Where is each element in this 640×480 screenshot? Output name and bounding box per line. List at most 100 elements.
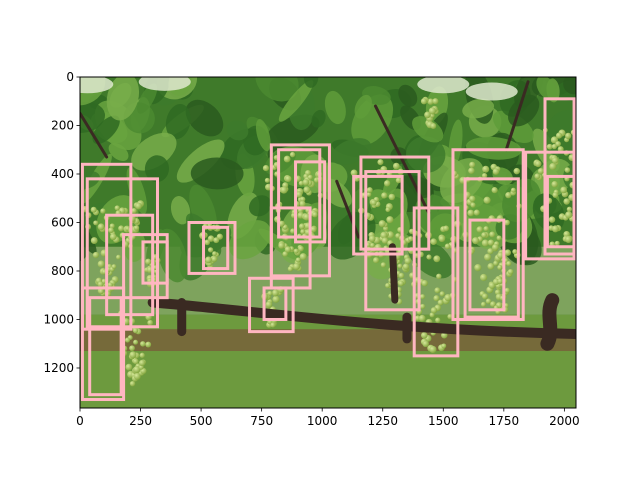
grape-berry <box>107 282 114 288</box>
vine-trunk <box>540 293 560 351</box>
grape-berry <box>133 365 141 374</box>
bounding-box-15 <box>294 160 327 244</box>
x-tick-label: 1500 <box>428 414 459 428</box>
grape-berry <box>299 223 305 230</box>
grape-berry <box>564 235 573 243</box>
grape-berry <box>397 263 403 269</box>
grape-berry <box>378 220 386 228</box>
bounding-box-1 <box>80 162 133 331</box>
grape-berry <box>565 211 573 219</box>
bounding-box-3 <box>80 286 126 402</box>
grape-berry <box>496 235 502 241</box>
y-tick-label: 400 <box>51 167 74 181</box>
grape-berry <box>312 211 318 218</box>
x-tick-label: 0 <box>76 414 84 428</box>
grape-berry <box>133 339 139 345</box>
grape-berry <box>430 238 437 245</box>
grape-berry <box>491 187 498 194</box>
grape-berry <box>384 180 391 187</box>
grape-berry <box>548 216 556 223</box>
grape-berry <box>287 266 293 272</box>
grape-berry <box>408 236 414 242</box>
grape-berry <box>468 167 475 175</box>
grape-berry <box>283 155 291 163</box>
grape-berry <box>293 248 299 254</box>
grape-berry <box>484 253 492 261</box>
x-axis: 0 250 500 750 1000 1250 1500 1750 2000 <box>76 408 580 428</box>
grape-berry <box>100 208 106 214</box>
grape-berry <box>145 258 152 265</box>
grape-berry <box>370 242 375 248</box>
grape-berry <box>124 337 131 343</box>
grape-berry <box>510 187 516 193</box>
grape-berry <box>546 143 553 150</box>
grape-berry <box>483 226 489 232</box>
grape-berry <box>534 173 541 180</box>
sky-patch <box>465 82 518 101</box>
grape-berry <box>302 178 310 186</box>
grape-berry <box>436 273 442 279</box>
bounding-box-20 <box>451 148 525 321</box>
x-tick-label: 2000 <box>549 414 580 428</box>
grape-berry <box>207 247 214 253</box>
leaf-shape <box>190 157 244 190</box>
grape-berry <box>262 165 270 172</box>
bounding-box-7 <box>141 240 169 285</box>
grape-berry <box>393 162 400 170</box>
grape-berry <box>129 351 137 359</box>
bounding-box-22 <box>468 218 506 312</box>
grape-berry <box>565 132 572 140</box>
grape-berry <box>555 141 561 147</box>
grape-berry <box>506 261 512 267</box>
grape-berry <box>267 290 273 296</box>
x-tick-label: 1750 <box>489 414 520 428</box>
leaf-shape <box>185 99 224 137</box>
grape-berry <box>386 216 394 224</box>
grape-berry <box>433 255 441 263</box>
grape-berry <box>118 225 125 232</box>
y-tick-label: 1200 <box>43 361 74 375</box>
x-tick-label: 1250 <box>367 414 398 428</box>
grape-berry <box>492 168 500 175</box>
grape-berry <box>97 223 105 231</box>
grape-berry <box>480 273 488 282</box>
leaf-shape <box>382 165 403 198</box>
grape-berry <box>272 289 279 297</box>
bounding-box-5 <box>105 213 155 317</box>
grape-berry <box>563 198 570 205</box>
grape-berry <box>373 257 380 264</box>
grape-berry <box>420 303 426 309</box>
grape-berry <box>467 209 475 217</box>
grape-berry <box>444 243 451 250</box>
grape-berry <box>421 332 428 339</box>
grape-berry <box>395 177 402 184</box>
leaf-shape <box>170 196 191 225</box>
grape-berry <box>385 282 391 289</box>
grape-berry <box>474 264 482 272</box>
grape-berry <box>555 132 563 139</box>
grape-berry <box>280 186 288 194</box>
grape-berry <box>377 159 384 166</box>
grape-berry <box>295 191 303 198</box>
grape-berry <box>489 231 496 238</box>
grape-berry <box>487 239 495 246</box>
grape-berry <box>481 172 488 179</box>
vine-cordon <box>147 297 576 340</box>
plot-frame <box>79 76 577 409</box>
grape-berry <box>385 207 391 213</box>
grape-berry <box>504 249 511 256</box>
grape-berry <box>90 206 97 213</box>
bounding-box-13 <box>277 148 322 239</box>
leaf-shape <box>109 82 132 108</box>
grape-berry <box>129 345 135 352</box>
grape-berry <box>487 248 494 255</box>
bounding-box-14 <box>269 206 312 290</box>
leaf-shape <box>278 80 314 122</box>
grape-berry <box>264 177 270 183</box>
bounding-box-8 <box>187 220 237 275</box>
leaf-shape <box>226 120 249 141</box>
grape-berry <box>204 239 211 246</box>
grape-berry <box>370 199 377 206</box>
grape-berry <box>132 328 139 334</box>
grape-berry <box>368 235 376 243</box>
